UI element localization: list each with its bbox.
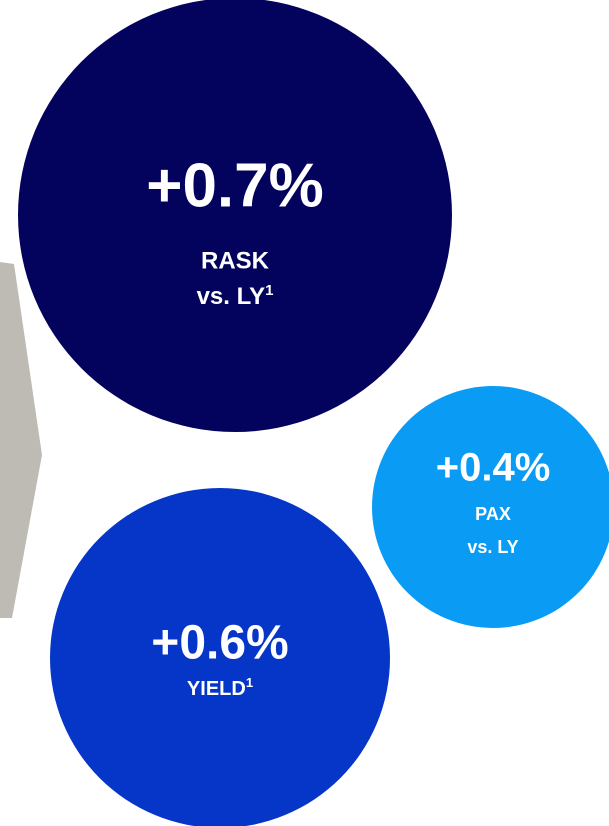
pax-label: PAX (475, 504, 511, 524)
rask-value: +0.7% (146, 151, 324, 220)
pax-sub: vs. LY (467, 537, 518, 557)
yield-circle (50, 488, 390, 826)
rask-label: RASK (201, 247, 270, 274)
pax-circle (372, 386, 609, 628)
footnote-marker: 1 (265, 282, 273, 299)
arrow-shape (0, 262, 42, 618)
yield-label-text: YIELD (187, 678, 246, 700)
footnote-marker: 1 (246, 675, 253, 690)
yield-value: +0.6% (151, 617, 288, 670)
yield-label: YIELD1 (187, 675, 253, 700)
pax-value: +0.4% (436, 446, 551, 490)
rask-sub: vs. LY1 (197, 282, 274, 310)
rask-sub-text: vs. LY (197, 283, 266, 310)
rask-circle (18, 0, 452, 432)
